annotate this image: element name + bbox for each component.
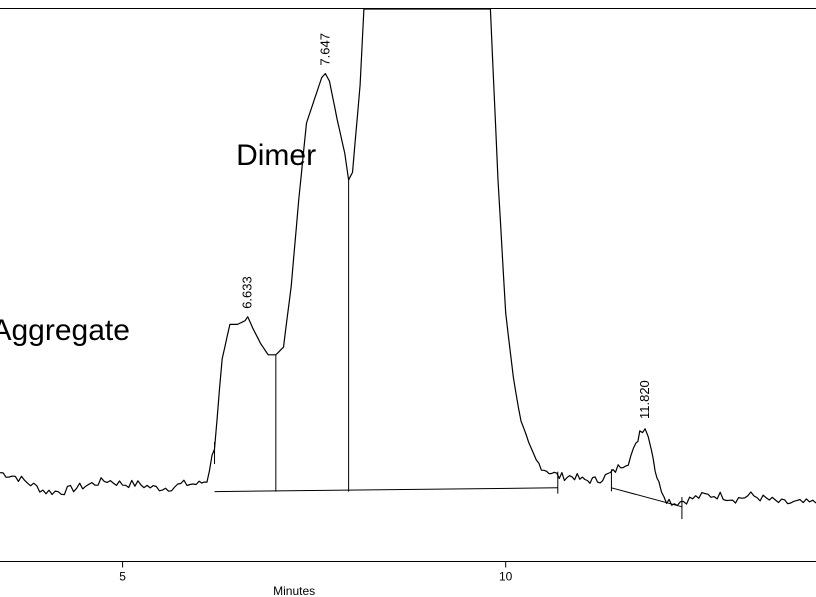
x-tick-label-0: 5 [119,570,126,584]
annotation-aggregate: Aggregate [0,314,130,347]
peak-label-2: 11.820 [637,380,652,419]
annotation-layer: Dimer Aggregate [0,139,316,347]
peak-label-0: 6.633 [240,276,255,309]
peak-cut-layer [275,180,350,492]
peak-label-1: 7.647 [317,33,332,66]
chromatogram-trace [0,8,816,507]
x-axis-title: Minutes [273,584,315,597]
annotation-dimer: Dimer [236,139,316,172]
x-tick-layer: 5 10 [119,561,513,584]
baseline-segment-0 [214,487,558,493]
x-tick-label-1: 10 [499,570,513,584]
baseline-segment-1 [611,487,683,508]
integration-marker-layer [214,442,683,520]
baseline-layer [214,487,683,508]
peak-label-layer: 6.633 7.647 11.820 [240,33,652,419]
